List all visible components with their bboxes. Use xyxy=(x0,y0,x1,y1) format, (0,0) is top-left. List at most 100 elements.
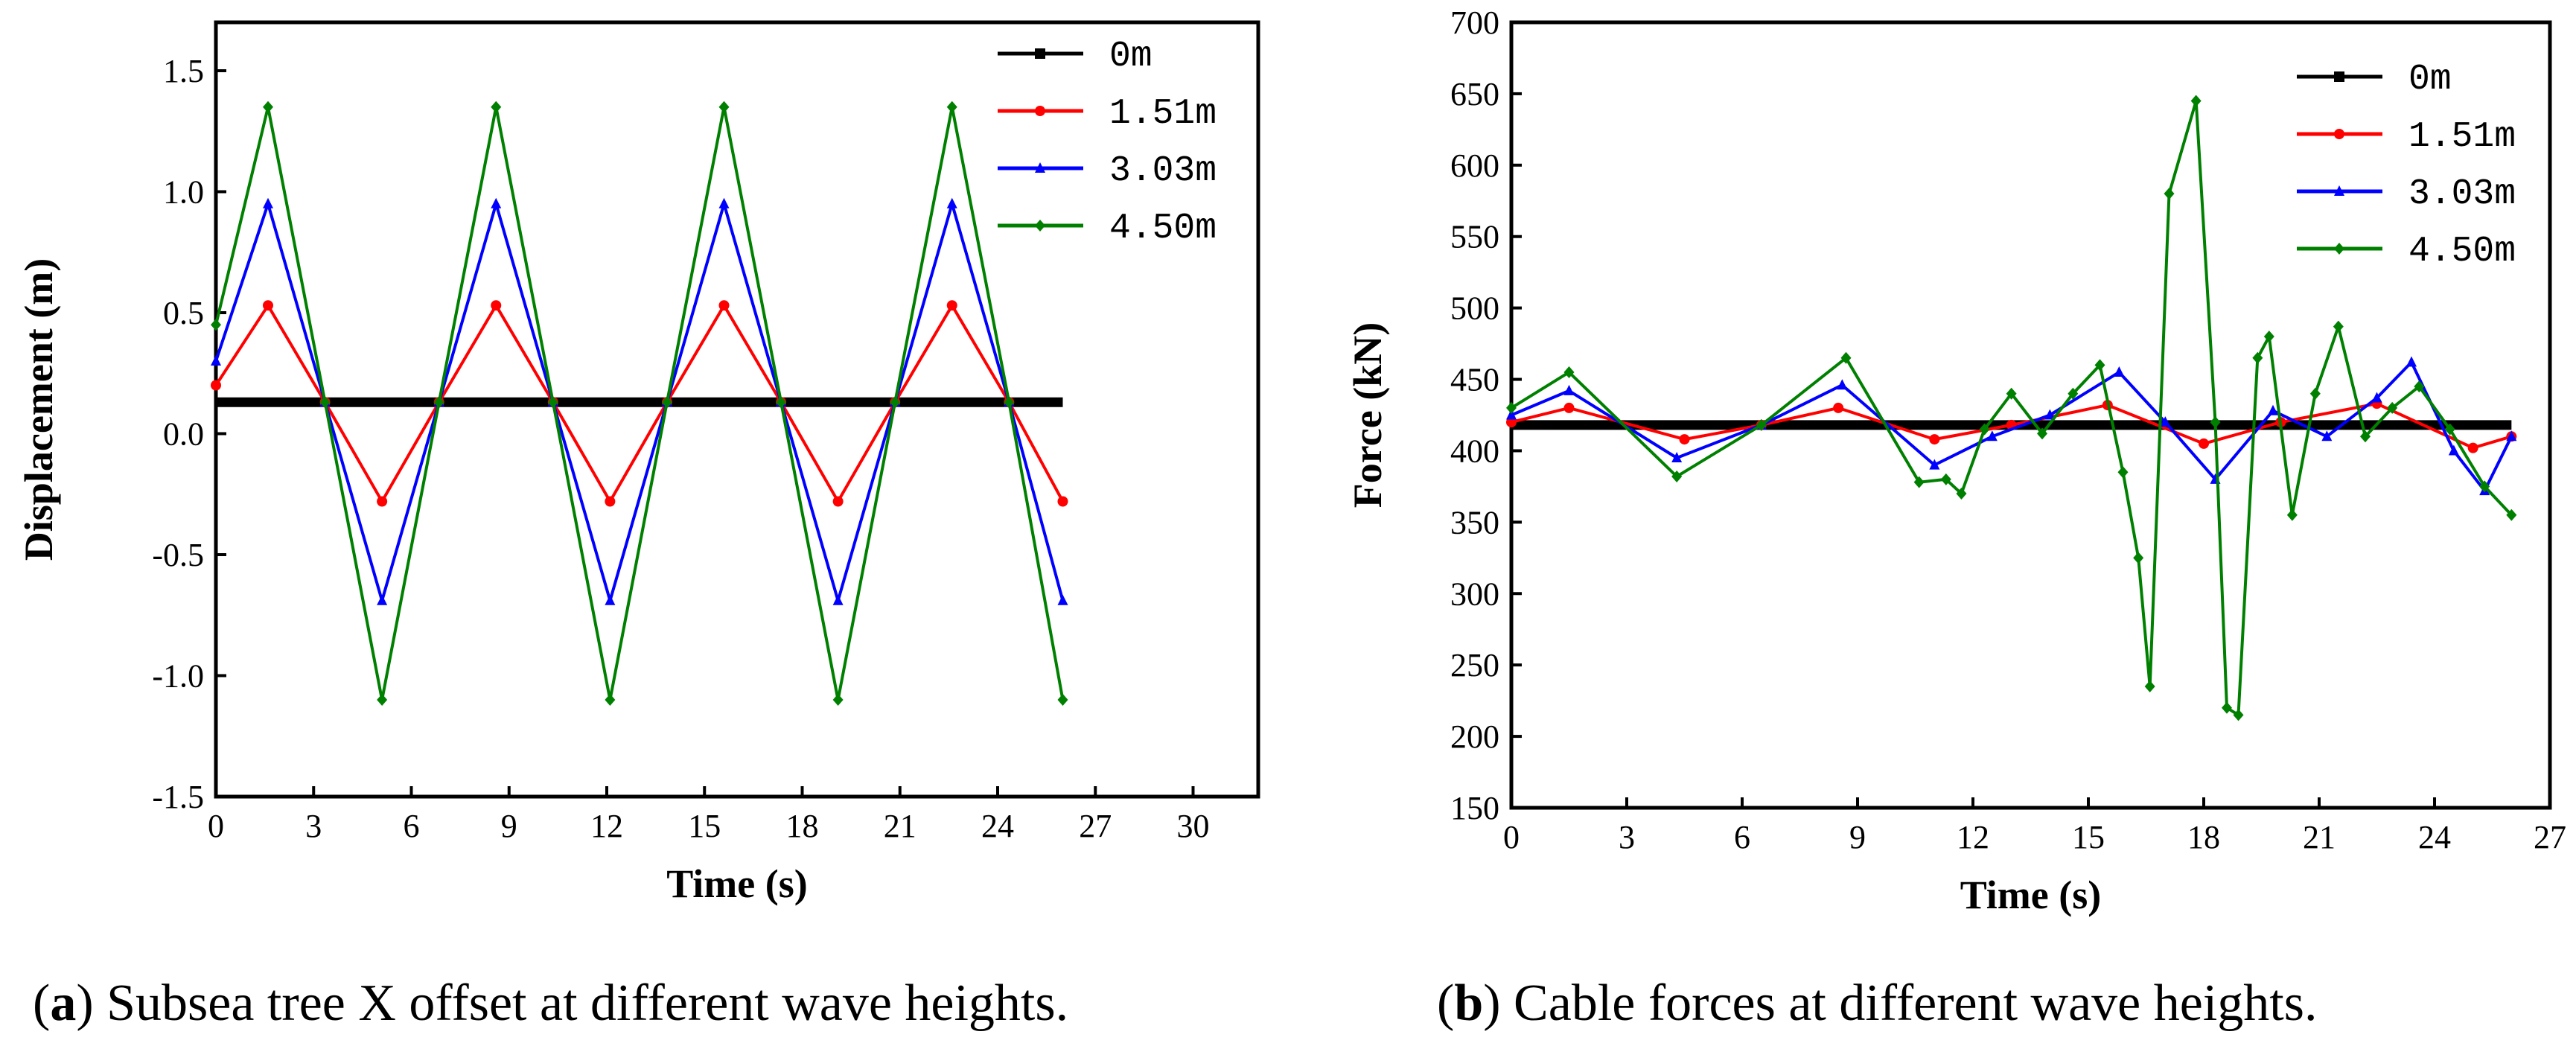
chart-b-point-3-03m-15 xyxy=(2448,444,2459,456)
chart-b-point-4-50m-10 xyxy=(2037,427,2047,440)
chart-b-point-4-50m-20 xyxy=(2233,709,2244,721)
chart-b-point-1-51m-0 xyxy=(1506,417,1517,428)
chart-a-point-4-50m-2 xyxy=(319,396,331,409)
chart-b-legend-label-3-03m: 3.03m xyxy=(2408,174,2516,214)
chart-b-point-4-50m-28 xyxy=(2414,380,2425,393)
chart-b-y-tick-label-1: 200 xyxy=(1450,718,1499,755)
chart-b-legend-marker-4-50m xyxy=(2334,243,2344,255)
chart-a-legend-marker-3-03m xyxy=(1035,162,1045,173)
chart-a-point-4-50m-8 xyxy=(661,396,672,409)
chart-b-point-3-03m-5 xyxy=(1929,459,1940,470)
chart-a-legend-label-1-51m: 1.51m xyxy=(1109,94,1217,134)
chart-b-point-4-50m-4 xyxy=(1840,351,1852,364)
chart-b-point-4-50m-25 xyxy=(2333,320,2344,333)
chart-a-point-1-51m-0 xyxy=(211,380,221,391)
chart-b-point-3-03m-17 xyxy=(2506,430,2517,441)
chart-b-point-4-50m-12 xyxy=(2094,359,2105,372)
chart-b-point-1-51m-4 xyxy=(1833,402,1844,413)
chart-a-point-3-03m-13 xyxy=(946,197,957,208)
chart-b-y-tick-label-3: 300 xyxy=(1450,575,1499,612)
chart-a-x-tick-label-8: 24 xyxy=(981,808,1014,844)
chart-b-point-4-50m-30 xyxy=(2479,480,2490,493)
chart-b-point-4-50m-3 xyxy=(1756,418,1767,431)
chart-a-y-tick-label-6: 1.5 xyxy=(163,53,204,89)
chart-a-legend: 0m 1.51m 3.03m 4.50m xyxy=(998,36,1217,249)
chart-b-point-1-51m-1 xyxy=(1563,402,1575,413)
chart-b-y-tick-label-4: 350 xyxy=(1450,504,1499,541)
chart-b-legend-marker-3-03m xyxy=(2334,185,2344,196)
chart-a-x-tick-label-6: 18 xyxy=(786,808,819,844)
chart-b-x-tick-label-0: 0 xyxy=(1503,819,1520,855)
chart-a-point-4-50m-5 xyxy=(491,101,502,113)
chart-b-x-tick-label-3: 9 xyxy=(1849,819,1866,855)
chart-b-point-3-03m-13 xyxy=(2371,392,2382,403)
chart-b-y-tick-label-10: 650 xyxy=(1450,76,1499,112)
chart-b-y-tick-label-6: 450 xyxy=(1450,362,1499,398)
chart-a-x-tick-label-1: 3 xyxy=(305,808,322,844)
chart-b-point-4-50m-18 xyxy=(2210,416,2221,429)
chart-b-series-line-3-03m xyxy=(1511,360,2513,493)
chart-b-legend-marker-1-51m xyxy=(2334,129,2344,139)
chart-b-point-1-51m-5 xyxy=(1929,434,1940,445)
chart-b-point-3-03m-4 xyxy=(1837,379,1848,390)
chart-b-point-4-50m-14 xyxy=(2133,552,2144,564)
chart-a-legend-label-4-50m: 4.50m xyxy=(1109,208,1217,249)
chart-b-plot-frame xyxy=(1509,20,2552,810)
chart-b-series-3-03m xyxy=(1506,356,2517,496)
chart-b-point-4-50m-24 xyxy=(2309,387,2321,400)
chart-b-x-tick-label-9: 27 xyxy=(2534,819,2566,855)
chart-b-point-4-50m-0 xyxy=(1506,401,1517,414)
chart-b-point-4-50m-1 xyxy=(1563,366,1575,378)
chart-b-x-tick-label-2: 6 xyxy=(1734,819,1750,855)
chart-b-x-tick-label-8: 24 xyxy=(2418,819,2451,855)
chart-b-point-3-03m-0 xyxy=(1506,409,1517,420)
chart-b-y-tick-label-2: 250 xyxy=(1450,647,1499,683)
chart-a-legend-marker-1-51m xyxy=(1035,106,1045,116)
chart-a-x-tick-label-4: 12 xyxy=(590,808,623,844)
chart-b-y-tick-label-11: 700 xyxy=(1450,4,1499,41)
chart-a-point-1-51m-7 xyxy=(605,496,616,507)
chart-a-point-4-50m-3 xyxy=(377,694,388,706)
chart-a-point-3-03m-11 xyxy=(832,594,844,605)
chart-b-legend-marker-0m xyxy=(2334,71,2344,82)
chart-b-series-4-50m xyxy=(1506,95,2517,721)
chart-a-x-tick-label-9: 27 xyxy=(1079,808,1112,844)
chart-b-point-4-50m-19 xyxy=(2222,701,2232,714)
chart-b-point-4-50m-22 xyxy=(2263,331,2274,342)
chart-b-x-tick-label-1: 3 xyxy=(1619,819,1635,855)
chart-a-plot-frame xyxy=(214,20,1260,799)
chart-a-x-tick-label-3: 9 xyxy=(501,808,517,844)
chart-b-point-1-51m-11 xyxy=(2467,442,2478,453)
chart-b-point-4-50m-17 xyxy=(2190,95,2202,107)
chart-a-point-1-51m-3 xyxy=(377,496,388,507)
chart-b-point-4-50m-15 xyxy=(2144,680,2155,692)
chart-a-y-tick-label-0: -1.5 xyxy=(152,779,204,815)
chart-a-y-tick-label-2: -0.5 xyxy=(152,537,204,573)
chart-b-x-tick-label-5: 15 xyxy=(2072,819,2105,855)
chart-a-point-1-51m-5 xyxy=(491,300,502,311)
chart-a-y-tick-label-1: -1.0 xyxy=(152,658,204,695)
chart-a-y-axis-title: Displacement (m) xyxy=(16,258,61,561)
chart-b-point-4-50m-9 xyxy=(2006,387,2017,400)
chart-b-point-4-50m-11 xyxy=(2068,387,2079,400)
chart-b-y-tick-label-9: 600 xyxy=(1450,147,1499,184)
chart-b: 0 3 6 9 12 15 18 21 24 27 150 200 250 300 350 400 450 500… xyxy=(1345,4,2566,917)
chart-a-point-4-50m-15 xyxy=(1057,694,1068,706)
chart-a-series-line-3-03m xyxy=(214,202,1065,602)
chart-b-point-4-50m-7 xyxy=(1956,488,1967,500)
chart-a-legend-label-3-03m: 3.03m xyxy=(1109,151,1217,191)
chart-a-point-4-50m-7 xyxy=(605,694,616,706)
chart-b-y-axis-title: Force (kN) xyxy=(1345,322,1390,508)
chart-a-point-4-50m-4 xyxy=(433,396,444,409)
chart-b-legend-label-0m: 0m xyxy=(2408,60,2452,100)
chart-a-x-axis-title: Time (s) xyxy=(666,861,807,906)
chart-b-point-4-50m-26 xyxy=(2360,430,2371,443)
chart-a-y-tick-label-5: 1.0 xyxy=(163,174,204,211)
chart-b-point-3-03m-9 xyxy=(2160,416,2171,427)
chart-a-legend-marker-0m xyxy=(1035,48,1045,59)
chart-b-x-axis-title: Time (s) xyxy=(1960,873,2101,917)
chart-b-point-4-50m-5 xyxy=(1913,476,1925,488)
chart-a-point-4-50m-13 xyxy=(946,101,957,113)
chart-b-point-1-51m-8 xyxy=(2199,438,2209,449)
